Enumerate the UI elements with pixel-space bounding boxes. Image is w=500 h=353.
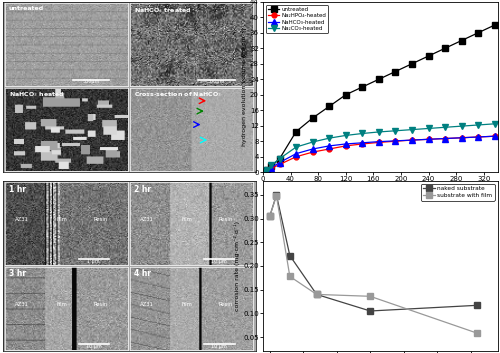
untreated bbox=[310, 116, 316, 120]
untreated bbox=[326, 104, 332, 108]
substrate with film bbox=[274, 194, 280, 198]
Na₂CO₃-heated bbox=[376, 130, 382, 134]
substrate with film bbox=[266, 214, 272, 219]
Na₂HPO₄-heated bbox=[492, 134, 498, 138]
untreated bbox=[293, 130, 299, 134]
untreated bbox=[442, 46, 448, 50]
Na₂HPO₄-heated bbox=[268, 166, 274, 170]
Na₂HPO₄-heated bbox=[475, 135, 481, 139]
Na₂CO₃-heated bbox=[442, 125, 448, 130]
Na₂CO₃-heated bbox=[360, 131, 366, 136]
untreated bbox=[360, 85, 366, 89]
Na₂HPO₄-heated bbox=[458, 136, 464, 140]
NaHCO₃-heated bbox=[360, 141, 366, 145]
NaHCO₃-heated bbox=[458, 136, 464, 140]
naked substrate bbox=[287, 253, 293, 258]
Legend: naked substrate, substrate with film: naked substrate, substrate with film bbox=[421, 184, 494, 201]
X-axis label: immersion time (h): immersion time (h) bbox=[344, 184, 417, 193]
Na₂CO₃-heated bbox=[260, 170, 266, 174]
Na₂HPO₄-heated bbox=[310, 150, 316, 154]
Line: naked substrate: naked substrate bbox=[267, 192, 480, 314]
Na₂HPO₄-heated bbox=[392, 139, 398, 143]
NaHCO₃-heated bbox=[276, 160, 282, 164]
NaHCO₃-heated bbox=[268, 166, 274, 170]
NaHCO₃-heated bbox=[442, 136, 448, 140]
Na₂CO₃-heated bbox=[293, 145, 299, 149]
Na₂CO₃-heated bbox=[276, 157, 282, 161]
NaHCO₃-heated bbox=[492, 134, 498, 138]
untreated bbox=[264, 168, 270, 172]
Na₂HPO₄-heated bbox=[442, 136, 448, 140]
untreated bbox=[475, 31, 481, 35]
Na₂HPO₄-heated bbox=[376, 140, 382, 144]
Na₂HPO₄-heated bbox=[293, 155, 299, 159]
Y-axis label: corrosion rate (mg·cm⁻²·d⁻¹): corrosion rate (mg·cm⁻²·d⁻¹) bbox=[234, 221, 240, 311]
NaHCO₃-heated bbox=[426, 137, 432, 142]
substrate with film bbox=[314, 292, 320, 297]
Line: NaHCO₃-heated: NaHCO₃-heated bbox=[260, 133, 498, 175]
Na₂CO₃-heated bbox=[310, 140, 316, 144]
substrate with film bbox=[367, 294, 373, 298]
substrate with film bbox=[287, 274, 293, 279]
Na₂HPO₄-heated bbox=[426, 137, 432, 142]
untreated bbox=[492, 23, 498, 27]
untreated bbox=[268, 164, 274, 168]
Na₂CO₃-heated bbox=[264, 168, 270, 172]
Y-axis label: hydrogen evolution volume (ml·cm⁻²): hydrogen evolution volume (ml·cm⁻²) bbox=[241, 28, 247, 146]
Line: untreated: untreated bbox=[260, 22, 498, 175]
Na₂CO₃-heated bbox=[326, 136, 332, 140]
naked substrate bbox=[367, 309, 373, 313]
NaHCO₃-heated bbox=[343, 142, 349, 146]
Na₂HPO₄-heated bbox=[276, 162, 282, 167]
untreated bbox=[426, 54, 432, 58]
untreated bbox=[458, 38, 464, 43]
NaHCO₃-heated bbox=[310, 147, 316, 151]
Na₂CO₃-heated bbox=[268, 163, 274, 167]
untreated bbox=[409, 62, 415, 66]
Line: Na₂HPO₄-heated: Na₂HPO₄-heated bbox=[260, 134, 497, 175]
NaHCO₃-heated bbox=[293, 151, 299, 156]
Line: substrate with film: substrate with film bbox=[267, 193, 480, 336]
NaHCO₃-heated bbox=[264, 168, 270, 172]
Na₂CO₃-heated bbox=[343, 133, 349, 138]
untreated bbox=[276, 157, 282, 161]
Na₂HPO₄-heated bbox=[264, 169, 270, 173]
Na₂HPO₄-heated bbox=[343, 144, 349, 148]
naked substrate bbox=[266, 214, 272, 219]
Na₂CO₃-heated bbox=[458, 124, 464, 128]
Na₂HPO₄-heated bbox=[260, 170, 266, 174]
NaHCO₃-heated bbox=[376, 139, 382, 144]
Na₂CO₃-heated bbox=[426, 126, 432, 131]
Na₂CO₃-heated bbox=[475, 123, 481, 127]
untreated bbox=[392, 70, 398, 74]
NaHCO₃-heated bbox=[475, 135, 481, 139]
Na₂HPO₄-heated bbox=[409, 138, 415, 142]
NaHCO₃-heated bbox=[392, 139, 398, 143]
Na₂CO₃-heated bbox=[409, 127, 415, 132]
NaHCO₃-heated bbox=[409, 138, 415, 142]
Na₂HPO₄-heated bbox=[326, 147, 332, 151]
Na₂CO₃-heated bbox=[492, 122, 498, 126]
naked substrate bbox=[274, 193, 280, 197]
naked substrate bbox=[314, 292, 320, 297]
NaHCO₃-heated bbox=[326, 144, 332, 148]
untreated bbox=[376, 77, 382, 82]
untreated bbox=[343, 92, 349, 97]
untreated bbox=[260, 170, 266, 174]
naked substrate bbox=[474, 303, 480, 307]
Na₂HPO₄-heated bbox=[360, 142, 366, 146]
Legend: untreated, Na₂HPO₄-heated, NaHCO₃-heated, Na₂CO₃-heated: untreated, Na₂HPO₄-heated, NaHCO₃-heated… bbox=[266, 5, 328, 34]
Line: Na₂CO₃-heated: Na₂CO₃-heated bbox=[260, 121, 498, 175]
NaHCO₃-heated bbox=[260, 170, 266, 174]
substrate with film bbox=[474, 331, 480, 335]
Na₂CO₃-heated bbox=[392, 128, 398, 133]
